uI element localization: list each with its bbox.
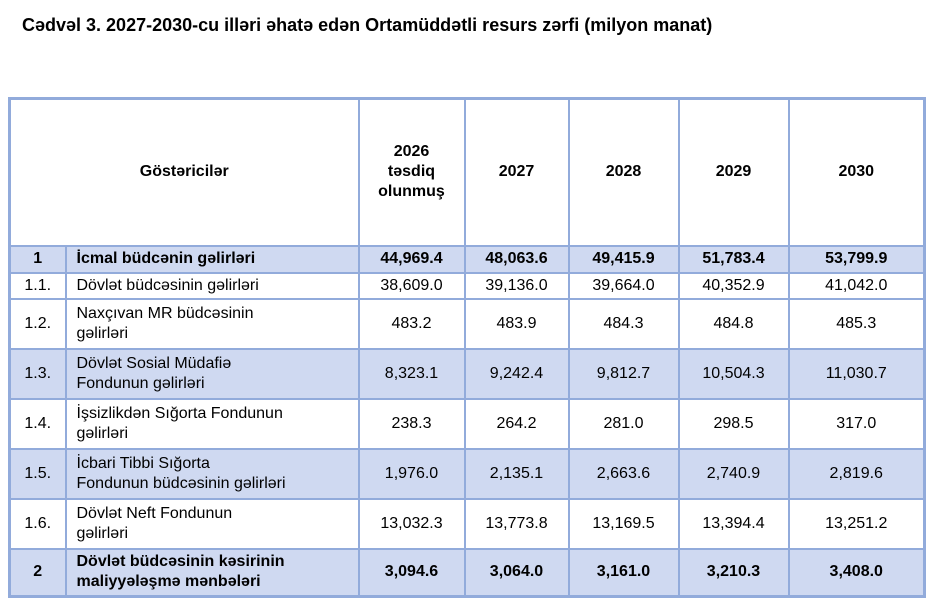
row-number-cell: 1.4. [8,397,67,450]
table-row: 1.5. İcbari Tibbi Sığorta Fondunun büdcə… [8,447,926,500]
value-cell: 483.2 [357,297,466,350]
value-cell: 9,812.7 [567,347,680,400]
value-cell: 48,063.6 [463,244,570,274]
value-cell: 3,210.3 [677,547,790,598]
value-cell: 44,969.4 [357,244,466,274]
table-row: 2 Dövlət büdcəsinin kəsirinin maliyyələş… [8,547,926,598]
value-cell: 39,136.0 [463,271,570,300]
value-cell: 2,663.6 [567,447,680,500]
table-row: 1.3. Dövlət Sosial Müdafiə Fondunun gəli… [8,347,926,400]
value-cell: 13,773.8 [463,497,570,550]
value-cell: 38,609.0 [357,271,466,300]
table-row: 1.4. İşsizlikdən Sığorta Fondunun gəlirl… [8,397,926,450]
value-cell: 484.8 [677,297,790,350]
row-number-cell: 1.2. [8,297,67,350]
value-cell: 11,030.7 [787,347,926,400]
row-label-cell: Dövlət Sosial Müdafiə Fondunun gəlirləri [64,347,360,400]
value-cell: 2,740.9 [677,447,790,500]
value-cell: 281.0 [567,397,680,450]
value-cell: 41,042.0 [787,271,926,300]
value-cell: 3,064.0 [463,547,570,598]
value-cell: 3,408.0 [787,547,926,598]
header-2027: 2027 [463,97,570,247]
header-2026: 2026 təsdiq olunmuş [357,97,466,247]
value-cell: 264.2 [463,397,570,450]
header-2026-text: 2026 təsdiq olunmuş [378,143,445,201]
value-cell: 2,135.1 [463,447,570,500]
value-cell: 39,664.0 [567,271,680,300]
row-label-cell: Dövlət büdcəsinin kəsirinin maliyyələşmə… [64,547,360,598]
value-cell: 49,415.9 [567,244,680,274]
table-row: 1.6. Dövlət Neft Fondunun gəlirləri 13,0… [8,497,926,550]
row-number-cell: 1.3. [8,347,67,400]
value-cell: 40,352.9 [677,271,790,300]
row-label-cell: İcbari Tibbi Sığorta Fondunun büdcəsinin… [64,447,360,500]
value-cell: 3,161.0 [567,547,680,598]
table-row: 1 İcmal büdcənin gəlirləri 44,969.4 48,0… [8,244,926,274]
resource-envelope-table: Göstəricilər 2026 təsdiq olunmuş 2027 20… [8,97,926,598]
row-label-cell: İcmal büdcənin gəlirləri [64,244,360,274]
value-cell: 13,169.5 [567,497,680,550]
value-cell: 484.3 [567,297,680,350]
table-row: 1.2. Naxçıvan MR büdcəsinin gəlirləri 48… [8,297,926,350]
value-cell: 317.0 [787,397,926,450]
row-number-cell: 1 [8,244,67,274]
row-label-cell: Dövlət büdcəsinin gəlirləri [64,271,360,300]
row-number-cell: 1.1. [8,271,67,300]
row-label-cell: Dövlət Neft Fondunun gəlirləri [64,497,360,550]
row-label-cell: İşsizlikdən Sığorta Fondunun gəlirləri [64,397,360,450]
value-cell: 10,504.3 [677,347,790,400]
header-2030: 2030 [787,97,926,247]
value-cell: 9,242.4 [463,347,570,400]
value-cell: 3,094.6 [357,547,466,598]
table-header-row: Göstəricilər 2026 təsdiq olunmuş 2027 20… [8,97,926,247]
row-number-cell: 1.5. [8,447,67,500]
value-cell: 238.3 [357,397,466,450]
value-cell: 13,032.3 [357,497,466,550]
row-label-cell: Naxçıvan MR büdcəsinin gəlirləri [64,297,360,350]
table-row: 1.1. Dövlət büdcəsinin gəlirləri 38,609.… [8,271,926,300]
header-indicators: Göstəricilər [8,97,360,247]
value-cell: 485.3 [787,297,926,350]
value-cell: 13,251.2 [787,497,926,550]
header-2029: 2029 [677,97,790,247]
row-number-cell: 1.6. [8,497,67,550]
value-cell: 298.5 [677,397,790,450]
value-cell: 1,976.0 [357,447,466,500]
value-cell: 2,819.6 [787,447,926,500]
page-title: Cədvəl 3. 2027-2030-cu illəri əhatə edən… [22,15,713,35]
header-2028: 2028 [567,97,680,247]
value-cell: 483.9 [463,297,570,350]
value-cell: 51,783.4 [677,244,790,274]
value-cell: 13,394.4 [677,497,790,550]
value-cell: 8,323.1 [357,347,466,400]
row-number-cell: 2 [8,547,67,598]
value-cell: 53,799.9 [787,244,926,274]
